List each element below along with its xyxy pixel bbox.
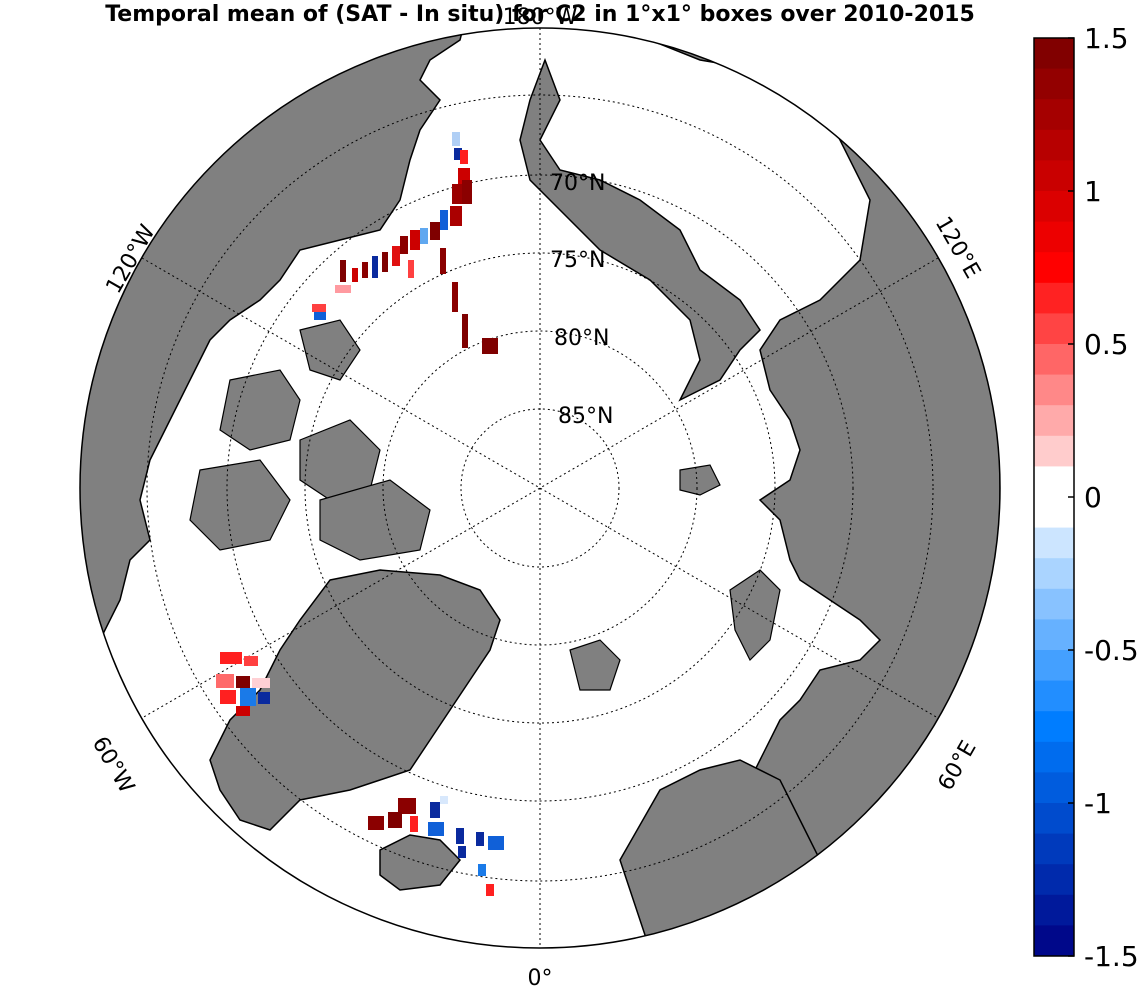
colorbar-level — [1034, 99, 1074, 131]
lon-label-60e: 60°E — [934, 737, 982, 795]
colorbar-level — [1034, 864, 1074, 896]
colorbar-level — [1034, 191, 1074, 223]
data-boxes-baffin — [216, 652, 270, 716]
colorbar-tick-label: -1.5 — [1084, 940, 1139, 973]
colorbar-level — [1034, 833, 1074, 865]
land-chukotka — [519, 57, 761, 402]
colorbar-level — [1034, 925, 1074, 957]
land-archipelago-5 — [319, 479, 431, 561]
lat-label-75: 75°N — [550, 248, 605, 273]
colorbar-level — [1034, 711, 1074, 743]
colorbar-tick-label: -1 — [1084, 787, 1112, 820]
lon-label-180w: 180°W — [503, 5, 578, 30]
colorbar-tick-label: -0.5 — [1084, 634, 1139, 667]
lat-circle-65 — [146, 94, 934, 882]
lon-label-0: 0° — [528, 966, 553, 991]
colorbar-level — [1034, 435, 1074, 467]
colorbar-level — [1034, 252, 1074, 284]
colorbar-level — [1034, 129, 1074, 161]
land-archipelago-4 — [189, 459, 291, 551]
colorbar-level — [1034, 619, 1074, 651]
meridian-120e-60w — [141, 257, 939, 719]
land-franzjosef — [679, 464, 721, 496]
colorbar-level — [1034, 650, 1074, 682]
colorbar-level — [1034, 160, 1074, 192]
colorbar-tick-label: 0.5 — [1084, 328, 1129, 361]
colorbar-level — [1034, 282, 1074, 314]
land-archipelago-1 — [299, 319, 361, 381]
colorbar-level — [1034, 527, 1074, 559]
lat-label-70: 70°N — [550, 171, 605, 196]
colorbar-tick-label: 1.5 — [1084, 22, 1129, 55]
colorbar-ticks: 1.5 1 0.5 0 -0.5 -1 -1.5 — [1068, 22, 1139, 973]
colorbar-level — [1034, 803, 1074, 835]
colorbar — [1034, 38, 1074, 957]
land-svalbard — [569, 639, 621, 691]
colorbar-level — [1034, 466, 1074, 498]
lon-label-60w: 60°W — [87, 733, 139, 798]
colorbar-level — [1034, 497, 1074, 529]
map-title: Temporal mean of (SAT - In situ) for C2 … — [105, 2, 975, 27]
lat-circle-70 — [226, 174, 854, 802]
land-novayazemlya — [729, 569, 781, 662]
colorbar-level — [1034, 894, 1074, 926]
colorbar-level — [1034, 374, 1074, 406]
colorbar-level — [1034, 313, 1074, 345]
colorbar-level — [1034, 680, 1074, 712]
lat-label-85: 85°N — [558, 404, 613, 429]
lat-circle-80 — [382, 330, 698, 646]
lat-label-80: 80°N — [554, 326, 609, 351]
colorbar-level — [1034, 68, 1074, 100]
land-archipelago-2 — [219, 369, 301, 451]
colorbar-level — [1034, 558, 1074, 590]
graticule — [141, 28, 939, 948]
colorbar-tick-label: 1 — [1084, 175, 1102, 208]
colorbar-level — [1034, 741, 1074, 773]
colorbar-tick-label: 0 — [1084, 481, 1102, 514]
meridian-120w-60e — [141, 257, 939, 719]
colorbar-level — [1034, 405, 1074, 437]
land-iceland — [379, 834, 462, 891]
map-border — [79, 27, 1001, 949]
colorbar-level — [1034, 38, 1074, 70]
colorbar-level — [1034, 772, 1074, 804]
colorbar-level — [1034, 221, 1074, 253]
colorbar-level — [1034, 344, 1074, 376]
colorbar-level — [1034, 588, 1074, 620]
data-boxes-fram — [368, 796, 504, 896]
data-boxes-beaufort — [312, 132, 498, 354]
